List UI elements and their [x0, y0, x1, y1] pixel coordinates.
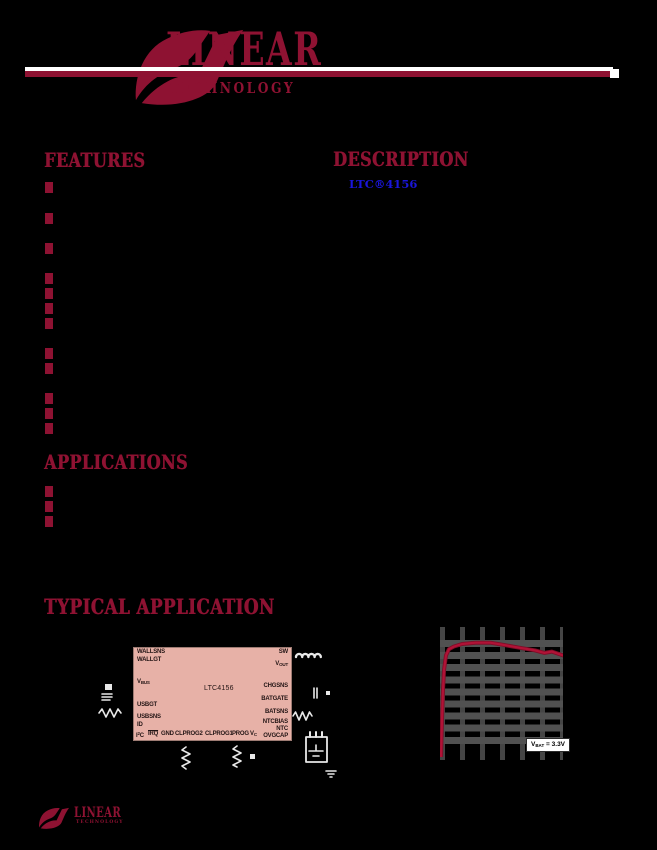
chip-part-number: LTC4156 [204, 685, 234, 692]
capacitor-icon [313, 687, 318, 699]
circuit-components-layer [98, 652, 337, 778]
bullet-square [45, 393, 53, 404]
bullet-square [45, 408, 53, 419]
pin-ntcbias: NTCBIAS [262, 719, 288, 725]
resistor-icon [232, 745, 242, 768]
bullet-square [45, 213, 53, 224]
pin-ntc: NTC [276, 726, 288, 732]
bullet-square [45, 348, 53, 359]
footer-wordmark-linear: LINEAR [74, 805, 122, 821]
chart-curve [440, 640, 563, 757]
battery-icon [305, 731, 328, 763]
pin-usbsns: USBSNS [137, 714, 161, 720]
linear-technology-logo-icon [135, 29, 244, 105]
typical-application-heading: TYPICAL APPLICATION [44, 594, 275, 619]
efficiency-chart [440, 627, 563, 760]
resistor-icon [292, 711, 313, 721]
pin-prog: PROG [232, 731, 249, 737]
pin-wallsns: WALLSNS [137, 649, 165, 655]
pin-chgsns: CHGSNS [263, 683, 289, 689]
pin-clprog2: CLPROG2 [175, 731, 203, 737]
usb-connector-icon [105, 684, 112, 690]
bullet-square [45, 318, 53, 329]
footer-logo: LINEAR TECHNOLOGY [38, 804, 148, 834]
footer-wordmark-technology: TECHNOLOGY [76, 819, 124, 825]
pin-gnd: GND [161, 731, 174, 737]
resistor-icon [98, 708, 122, 718]
pin-irq: IRQ [148, 731, 159, 737]
chart-horizontal-gridlines [440, 640, 563, 744]
header-rule-red [25, 70, 611, 77]
inductor-icon [294, 652, 322, 659]
bullet-square [45, 516, 53, 527]
pin-id: ID [137, 722, 143, 728]
logo-wordmark-linear: LINEAR [166, 22, 323, 76]
ground-icon [325, 770, 337, 778]
description-heading: DESCRIPTION [333, 147, 469, 171]
bullet-square [45, 363, 53, 374]
pin-vc: VC [250, 731, 257, 737]
pin-usbgt: USBGT [137, 702, 158, 708]
applications-heading: APPLICATIONS [44, 450, 188, 474]
pin-ovgcap: OVGCAP [263, 733, 288, 739]
bullet-square [45, 288, 53, 299]
features-heading: FEATURES [44, 148, 146, 172]
pin-sw: SW [278, 649, 288, 655]
pin-i2c: I2C [136, 731, 144, 739]
part-number-link[interactable]: LTC®4156 [349, 177, 418, 191]
pin-wallgt: WALLGT [137, 657, 162, 663]
bullet-square [45, 486, 53, 497]
linear-technology-logo-icon [39, 807, 70, 829]
logo-wordmark-technology: TECHNOLOGY [170, 79, 296, 97]
pin-clprog1: CLPROG1 [205, 731, 233, 737]
bullet-square [45, 501, 53, 512]
ltc4156-chip-block: LTC4156 WALLSNS WALLGT VBUS USBGT USBSNS… [133, 647, 292, 741]
pin-batgate: BATGATE [261, 696, 288, 702]
bullet-square [45, 303, 53, 314]
pin-vbus: VBUS [137, 679, 150, 685]
header-rule-white [25, 67, 613, 71]
pin-batsns: BATSNS [264, 709, 288, 715]
bullet-square [45, 182, 53, 193]
pin-vout: VOUT [275, 661, 288, 667]
bullet-square [45, 273, 53, 284]
bullet-square [45, 423, 53, 434]
chart-annotation-vbat: VBAT = 3.3V [526, 738, 570, 752]
resistor-icon [181, 746, 191, 770]
bullet-square [45, 243, 53, 254]
header-rule-end-notch [610, 69, 619, 78]
